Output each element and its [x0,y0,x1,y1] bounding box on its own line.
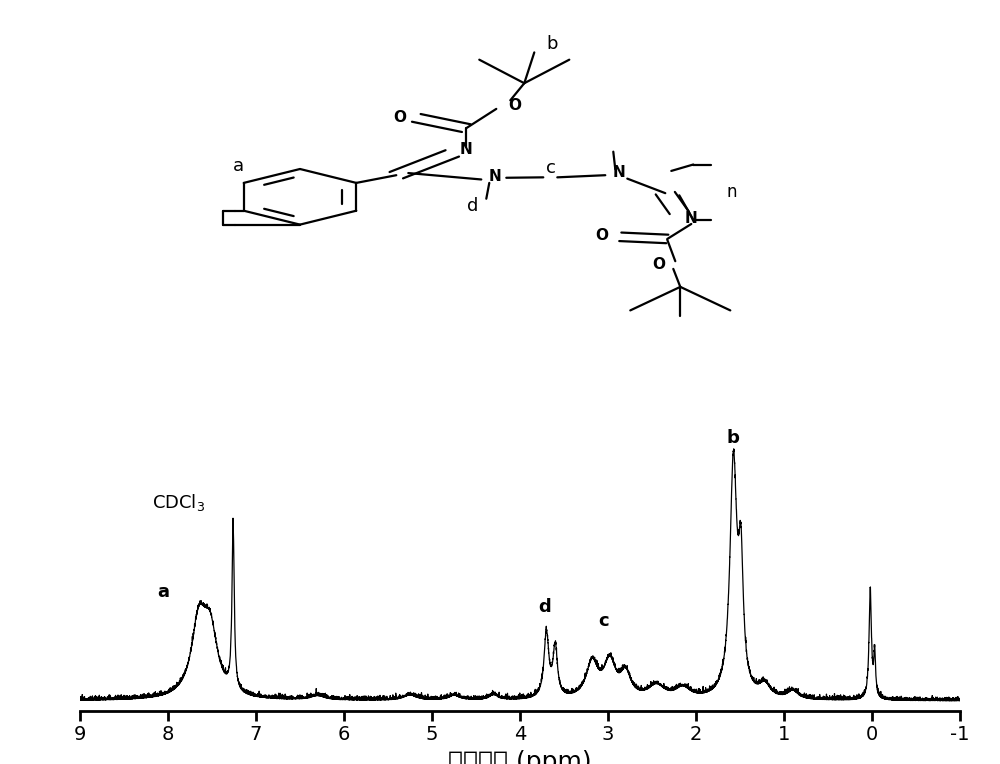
Text: b: b [727,429,739,447]
Text: c: c [546,159,556,177]
Text: N: N [489,170,502,184]
X-axis label: 化学位移 (ppm): 化学位移 (ppm) [448,749,592,764]
Text: n: n [726,183,737,201]
Text: d: d [538,597,551,616]
Text: O: O [652,257,665,272]
Text: N: N [685,212,698,226]
Text: c: c [598,612,609,630]
Text: d: d [467,197,478,215]
Text: N: N [460,142,473,157]
Text: a: a [232,157,244,175]
Text: CDCl$_3$: CDCl$_3$ [152,492,205,513]
Text: O: O [508,98,521,113]
Text: a: a [158,583,170,601]
Text: O: O [393,109,406,125]
Text: b: b [547,35,558,53]
Text: N: N [613,165,626,180]
Text: O: O [595,228,608,244]
